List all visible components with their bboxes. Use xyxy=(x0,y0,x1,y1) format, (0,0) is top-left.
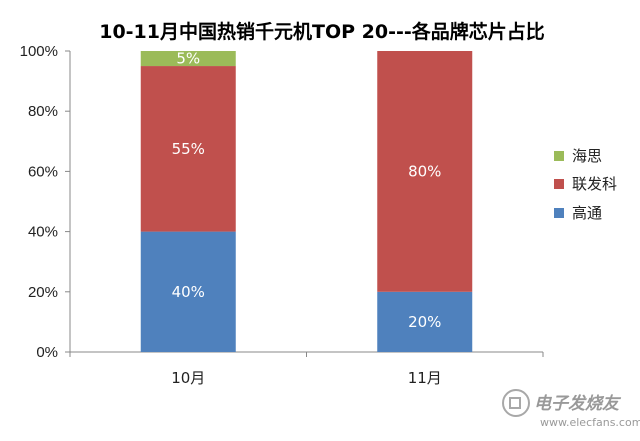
watermark-text: 电子发烧友 xyxy=(534,394,622,414)
bars xyxy=(140,51,473,352)
x-axis: 10月 11月 xyxy=(69,351,544,387)
y-tick-label: 100% xyxy=(20,43,58,60)
data-label: 40% xyxy=(172,283,205,301)
data-labels: 40% 55% 5% 20% 80% xyxy=(172,50,442,331)
data-label: 80% xyxy=(408,162,441,180)
elecfans-logo-icon xyxy=(502,389,530,417)
legend-swatch xyxy=(554,208,564,218)
y-tick-label: 80% xyxy=(28,103,58,120)
watermark-url: www.elecfans.com xyxy=(540,416,640,429)
legend-swatch xyxy=(554,179,564,189)
bar-segment xyxy=(140,66,236,232)
x-category-label: 11月 xyxy=(408,369,442,387)
y-tick-label: 0% xyxy=(36,344,58,361)
y-tick-label: 40% xyxy=(28,224,58,241)
data-label: 5% xyxy=(176,50,200,68)
data-label: 20% xyxy=(408,313,441,331)
y-tick-label: 20% xyxy=(28,284,58,301)
bar-segment xyxy=(377,51,473,292)
x-category-label: 10月 xyxy=(171,369,205,387)
data-label: 55% xyxy=(172,140,205,158)
watermark: 电子发烧友 www.elecfans.com xyxy=(502,389,640,429)
legend-label: 高通 xyxy=(572,204,602,222)
bar-segment xyxy=(377,291,473,352)
bar-segment xyxy=(140,51,236,67)
legend-swatch xyxy=(554,151,564,161)
y-tick-label: 60% xyxy=(28,163,58,180)
y-axis: 0% 20% 40% 60% 80% 100% xyxy=(20,43,71,361)
bar-segment xyxy=(140,231,236,352)
chart-title: 10-11月中国热销千元机TOP 20---各品牌芯片占比 xyxy=(99,20,545,43)
legend-label: 联发科 xyxy=(572,175,617,193)
legend-label: 海思 xyxy=(572,147,602,165)
